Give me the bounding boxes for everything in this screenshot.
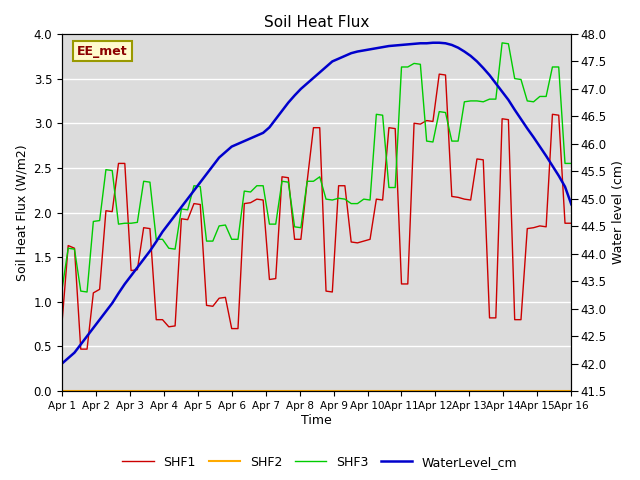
WaterLevel_cm bbox=[473, 59, 481, 64]
WaterLevel_cm bbox=[203, 171, 211, 177]
SHF2 bbox=[297, 388, 305, 394]
SHF1 bbox=[479, 157, 487, 163]
SHF3 bbox=[303, 179, 311, 184]
Legend: SHF1, SHF2, SHF3, WaterLevel_cm: SHF1, SHF2, SHF3, WaterLevel_cm bbox=[117, 451, 523, 474]
SHF2 bbox=[467, 388, 474, 394]
SHF2 bbox=[203, 388, 211, 394]
SHF2 bbox=[58, 388, 66, 394]
SHF2 bbox=[568, 388, 575, 394]
SHF3 bbox=[203, 238, 211, 244]
Line: SHF1: SHF1 bbox=[62, 74, 572, 349]
SHF1 bbox=[467, 197, 474, 203]
SHF3 bbox=[83, 289, 91, 295]
Title: Soil Heat Flux: Soil Heat Flux bbox=[264, 15, 369, 30]
SHF3 bbox=[184, 207, 191, 213]
SHF1 bbox=[77, 346, 84, 352]
Y-axis label: Soil Heat Flux (W/m2): Soil Heat Flux (W/m2) bbox=[15, 144, 28, 281]
Line: SHF3: SHF3 bbox=[62, 43, 572, 292]
WaterLevel_cm bbox=[429, 40, 436, 46]
WaterLevel_cm bbox=[196, 180, 204, 185]
WaterLevel_cm bbox=[177, 204, 185, 210]
SHF1 bbox=[203, 302, 211, 308]
WaterLevel_cm bbox=[568, 202, 575, 207]
SHF1 bbox=[568, 220, 575, 226]
WaterLevel_cm bbox=[461, 48, 468, 54]
Line: WaterLevel_cm: WaterLevel_cm bbox=[62, 43, 572, 364]
SHF3 bbox=[58, 288, 66, 293]
Y-axis label: Water level (cm): Water level (cm) bbox=[612, 161, 625, 264]
SHF3 bbox=[499, 40, 506, 46]
SHF3 bbox=[473, 98, 481, 104]
SHF3 bbox=[209, 238, 217, 244]
SHF2 bbox=[196, 388, 204, 394]
SHF2 bbox=[177, 388, 185, 394]
Text: EE_met: EE_met bbox=[77, 45, 128, 58]
SHF1 bbox=[184, 217, 191, 223]
SHF3 bbox=[568, 160, 575, 166]
WaterLevel_cm bbox=[58, 361, 66, 367]
SHF3 bbox=[461, 99, 468, 105]
X-axis label: Time: Time bbox=[301, 414, 332, 427]
SHF1 bbox=[435, 71, 443, 77]
SHF1 bbox=[209, 303, 217, 309]
SHF2 bbox=[454, 388, 462, 394]
SHF1 bbox=[58, 321, 66, 327]
SHF1 bbox=[303, 179, 311, 184]
WaterLevel_cm bbox=[297, 86, 305, 92]
